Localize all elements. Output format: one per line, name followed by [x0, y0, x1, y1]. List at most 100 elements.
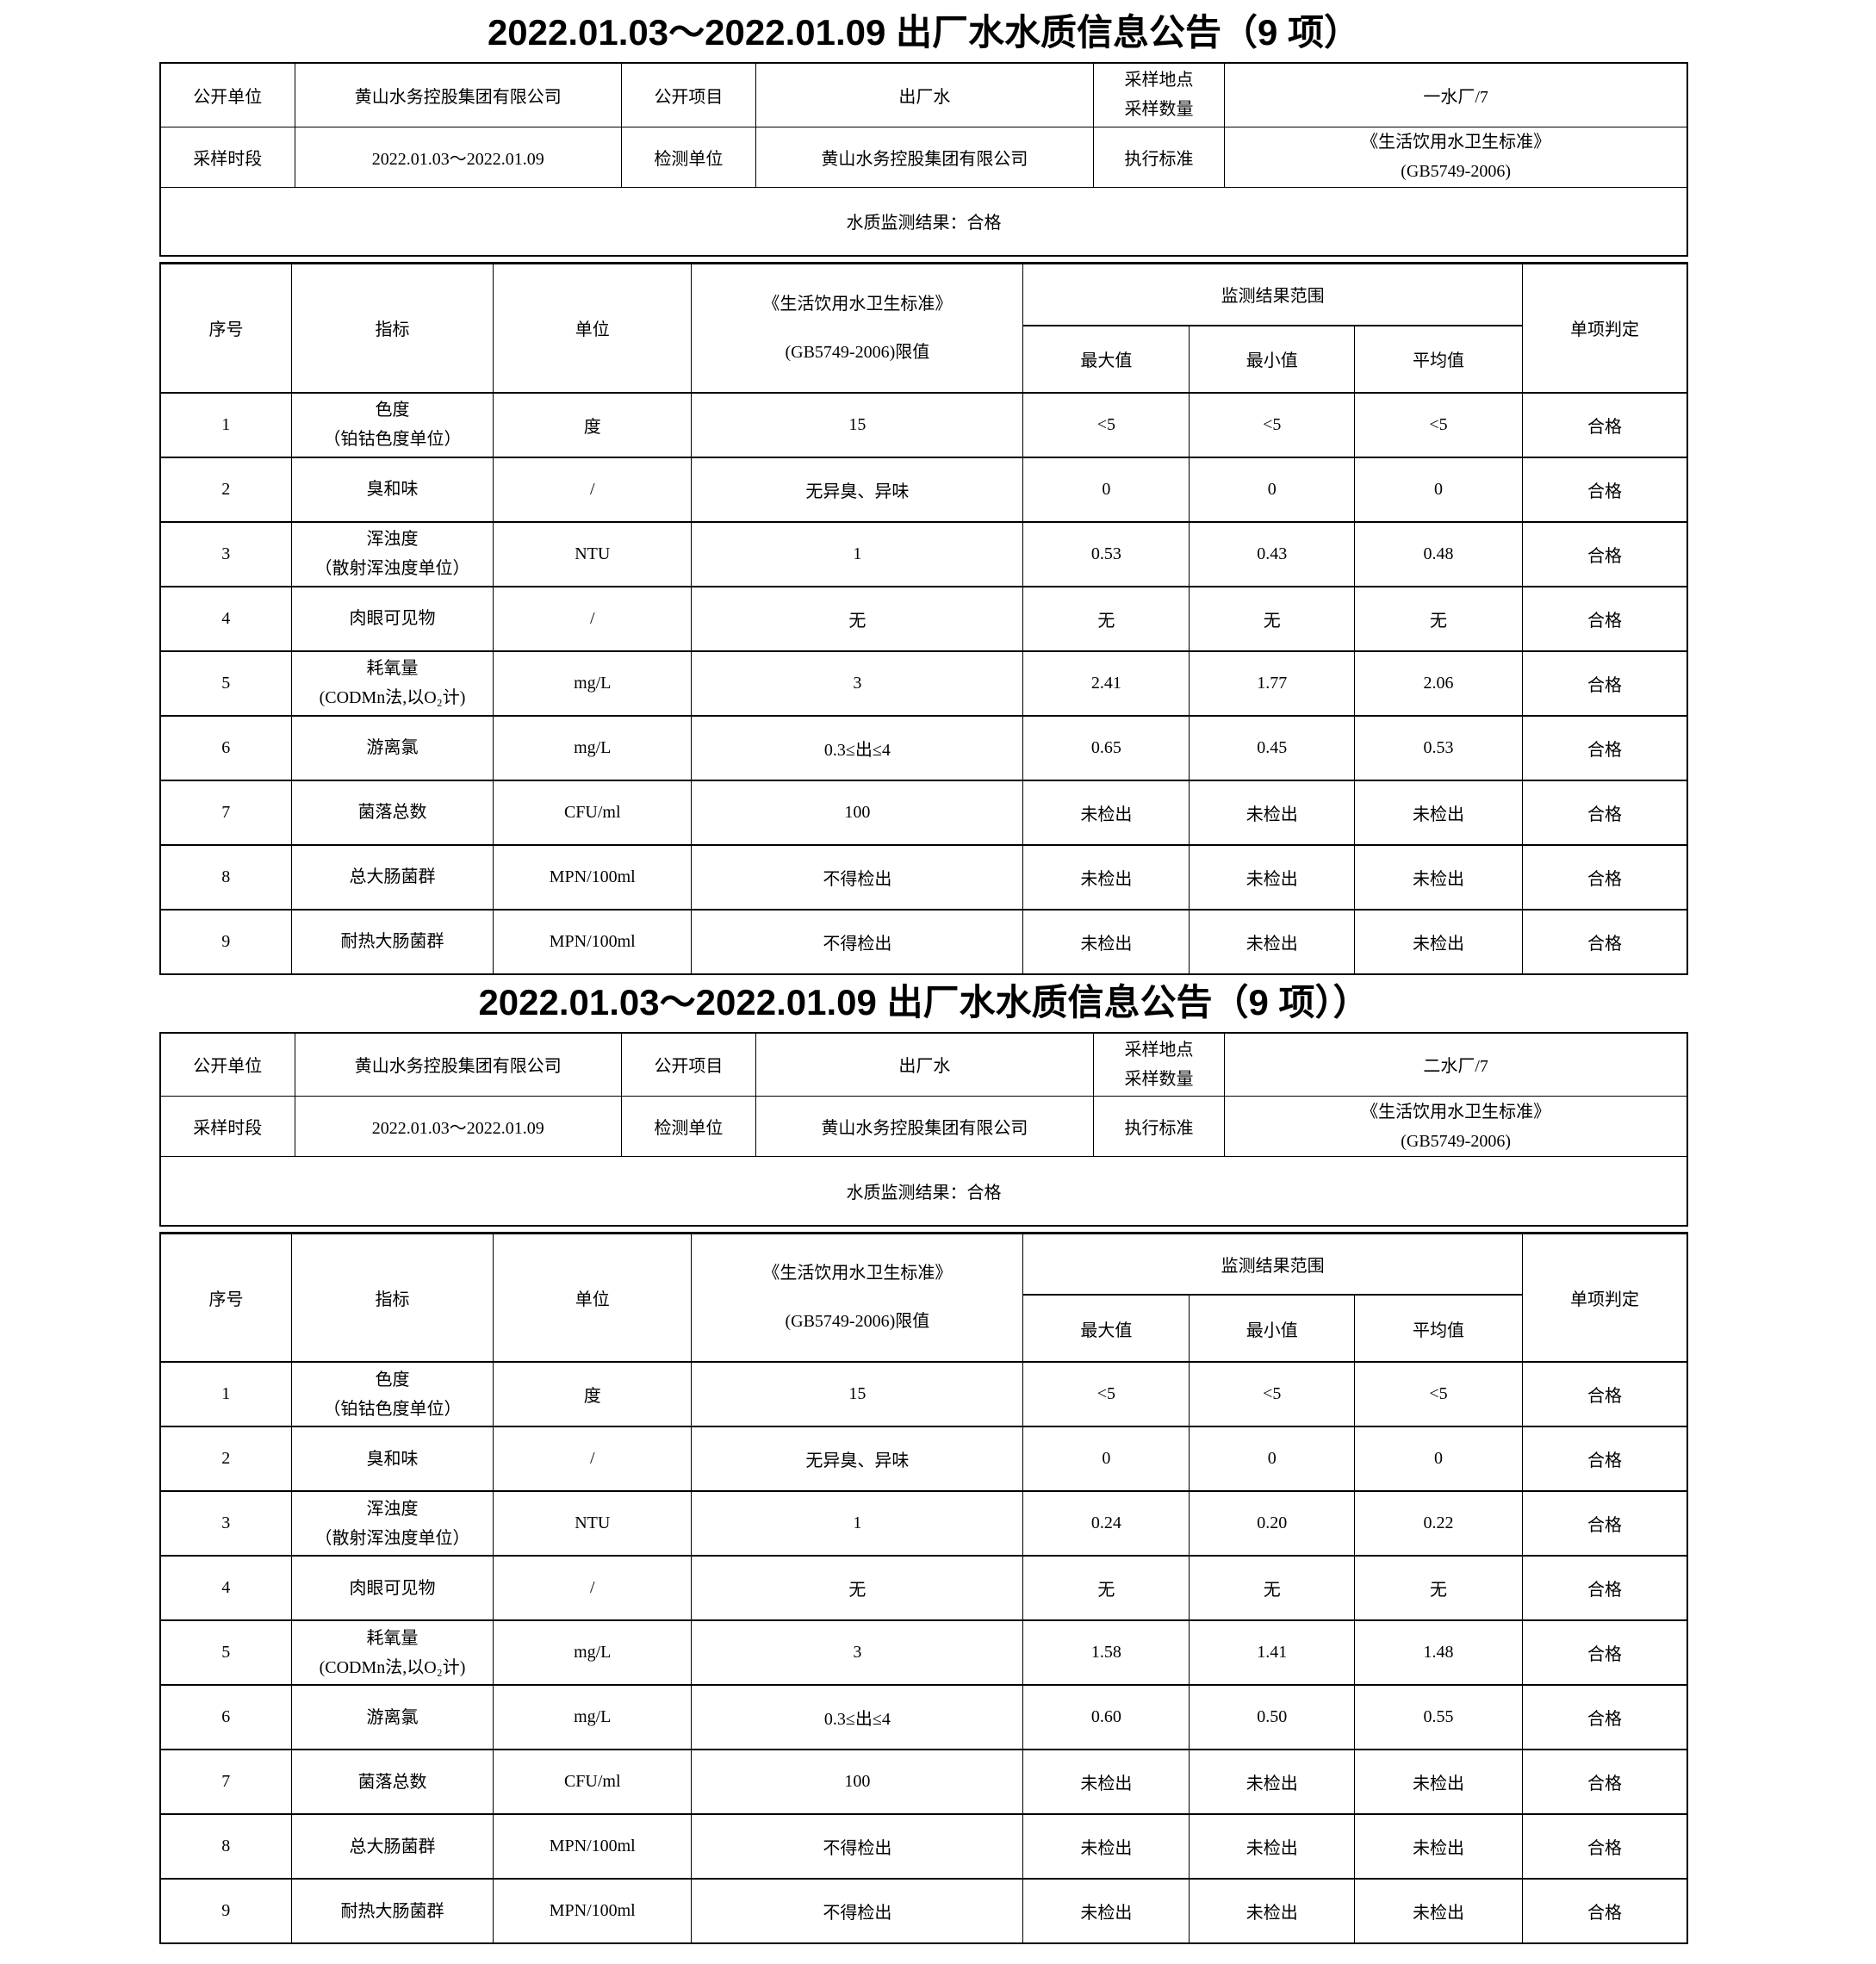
cell-limit: 无 [691, 585, 1024, 652]
header-min: 最小值 [1189, 324, 1355, 394]
result-row: 水质监测结果：合格 [159, 1156, 1688, 1226]
cell-seq: 2 [159, 1426, 292, 1492]
cell-indicator: 肉眼可见物 [290, 1555, 494, 1621]
cell-indicator: 臭和味 [290, 1426, 494, 1492]
header-avg: 平均值 [1353, 1294, 1523, 1363]
table-row: 8 总大肠菌群 MPN/100ml 不得检出 未检出 未检出 未检出 合格 [159, 1813, 1688, 1880]
table-header-row: 序号 指标 单位 《生活饮用水卫生标准》 (GB5749-2006)限值 监测结… [159, 1232, 1688, 1363]
cell-min-value: 0.50 [1189, 1684, 1355, 1750]
cell-seq: 3 [159, 520, 292, 587]
cell-avg-value: 2.06 [1353, 649, 1523, 717]
cell-limit: 无异臭、异味 [691, 456, 1024, 523]
cell-seq: 3 [159, 1490, 292, 1557]
table-row: 3 浑浊度 （散射浑浊度单位） NTU 1 0.24 0.20 0.22 合格 [159, 1490, 1688, 1557]
cell-avg-value: 0.48 [1353, 520, 1523, 587]
cell-min-value: <5 [1189, 391, 1355, 458]
public-unit-value: 黄山水务控股集团有限公司 [294, 62, 622, 127]
cell-indicator: 色度 （铂钴色度单位） [290, 1361, 494, 1427]
cell-unit: mg/L [492, 1684, 693, 1750]
header-verdict: 单项判定 [1521, 262, 1688, 394]
info-row: 公开单位 黄山水务控股集团有限公司 公开项目 出厂水 采样地点 采样数量 一水厂… [159, 62, 1688, 127]
cell-max-value: <5 [1022, 1361, 1190, 1427]
cell-indicator: 总大肠菌群 [290, 843, 494, 911]
cell-min-value: 未检出 [1189, 1813, 1355, 1880]
cell-max-value: 无 [1022, 1555, 1190, 1621]
public-unit-label: 公开单位 [159, 1032, 295, 1097]
cell-verdict: 合格 [1521, 908, 1688, 975]
header-unit: 单位 [492, 262, 693, 394]
header-indicator: 指标 [290, 262, 494, 394]
cell-limit: 0.3≤出≤4 [691, 714, 1024, 781]
cell-verdict: 合格 [1521, 714, 1688, 781]
cell-unit: / [492, 456, 693, 523]
cell-seq: 4 [159, 1555, 292, 1621]
table-row: 8 总大肠菌群 MPN/100ml 不得检出 未检出 未检出 未检出 合格 [159, 843, 1688, 911]
cell-verdict: 合格 [1521, 843, 1688, 911]
cell-min-value: 0.45 [1189, 714, 1355, 781]
cell-max-value: 无 [1022, 585, 1190, 652]
public-item-label: 公开项目 [620, 1032, 756, 1097]
cell-avg-value: 1.48 [1353, 1619, 1523, 1686]
cell-max-value: 0 [1022, 1426, 1190, 1492]
cell-limit: 100 [691, 779, 1024, 846]
header-verdict: 单项判定 [1521, 1232, 1688, 1363]
cell-indicator: 耗氧量 (CODMn法,以O₂计) [290, 649, 494, 717]
cell-indicator: 耐热大肠菌群 [290, 1878, 494, 1944]
cell-indicator: 色度 （铂钴色度单位） [290, 391, 494, 458]
cell-limit: 不得检出 [691, 908, 1024, 975]
table-row: 6 游离氯 mg/L 0.3≤出≤4 0.65 0.45 0.53 合格 [159, 714, 1688, 781]
table-row: 4 肉眼可见物 / 无 无 无 无 合格 [159, 1555, 1688, 1621]
cell-indicator: 总大肠菌群 [290, 1813, 494, 1880]
info-row: 采样时段 2022.01.03～2022.01.09 检测单位 黄山水务控股集团… [159, 1096, 1688, 1157]
cell-max-value: 0.60 [1022, 1684, 1190, 1750]
cell-unit: MPN/100ml [492, 843, 693, 911]
cell-unit: MPN/100ml [492, 1878, 693, 1944]
table-subheader-row: 最大值 最小值 平均值 [160, 324, 1687, 394]
cell-verdict: 合格 [1521, 1426, 1688, 1492]
cell-unit: MPN/100ml [492, 908, 693, 975]
period-label: 采样时段 [159, 126, 295, 188]
cell-max-value: 0 [1022, 456, 1190, 523]
cell-indicator: 浑浊度 （散射浑浊度单位） [290, 1490, 494, 1557]
cell-seq: 8 [159, 843, 292, 911]
table-row: 1 色度 （铂钴色度单位） 度 15 <5 <5 <5 合格 [159, 1361, 1688, 1427]
cell-seq: 5 [159, 649, 292, 717]
cell-unit: NTU [492, 520, 693, 587]
cell-min-value: 1.41 [1189, 1619, 1355, 1686]
sample-site-value: 一水厂/7 [1224, 62, 1688, 127]
cell-limit: 无 [691, 1555, 1024, 1621]
sample-site-label: 采样地点 采样数量 [1092, 62, 1226, 127]
cell-limit: 1 [691, 1490, 1024, 1557]
cell-max-value: 未检出 [1022, 1749, 1190, 1815]
cell-avg-value: 未检出 [1353, 1749, 1523, 1815]
cell-limit: 不得检出 [691, 843, 1024, 911]
cell-max-value: 0.53 [1022, 520, 1190, 587]
result-row: 水质监测结果：合格 [159, 186, 1688, 257]
cell-seq: 9 [159, 908, 292, 975]
cell-indicator: 臭和味 [290, 456, 494, 523]
cell-limit: 3 [691, 1619, 1024, 1686]
table-header-row: 序号 指标 单位 《生活饮用水卫生标准》 (GB5749-2006)限值 监测结… [159, 262, 1688, 394]
header-unit: 单位 [492, 1232, 693, 1363]
cell-seq: 5 [159, 1619, 292, 1686]
result-text: 水质监测结果：合格 [159, 1156, 1688, 1226]
table-row: 5 耗氧量 (CODMn法,以O₂计) mg/L 3 2.41 1.77 2.0… [159, 649, 1688, 717]
data-table-2: 序号 指标 单位 《生活饮用水卫生标准》 (GB5749-2006)限值 监测结… [159, 1231, 1688, 1944]
cell-unit: mg/L [492, 1619, 693, 1686]
cell-unit: MPN/100ml [492, 1813, 693, 1880]
cell-min-value: 无 [1189, 1555, 1355, 1621]
cell-avg-value: 0 [1353, 456, 1523, 523]
cell-min-value: 未检出 [1189, 843, 1355, 911]
sample-site-value: 二水厂/7 [1224, 1032, 1688, 1097]
test-unit-value: 黄山水务控股集团有限公司 [755, 1096, 1094, 1157]
cell-avg-value: 未检出 [1353, 779, 1523, 846]
cell-verdict: 合格 [1521, 649, 1688, 717]
table-row: 9 耐热大肠菌群 MPN/100ml 不得检出 未检出 未检出 未检出 合格 [159, 1878, 1688, 1944]
standard-value: 《生活饮用水卫生标准》 (GB5749-2006) [1224, 126, 1688, 188]
table-row: 5 耗氧量 (CODMn法,以O₂计) mg/L 3 1.58 1.41 1.4… [159, 1619, 1688, 1686]
cell-unit: CFU/ml [492, 1749, 693, 1815]
cell-avg-value: 无 [1353, 585, 1523, 652]
cell-limit: 3 [691, 649, 1024, 717]
cell-avg-value: 0.53 [1353, 714, 1523, 781]
report-title-2: 2022.01.03～2022.01.09 出厂水水质信息公告（9 项）） [478, 981, 1370, 1022]
